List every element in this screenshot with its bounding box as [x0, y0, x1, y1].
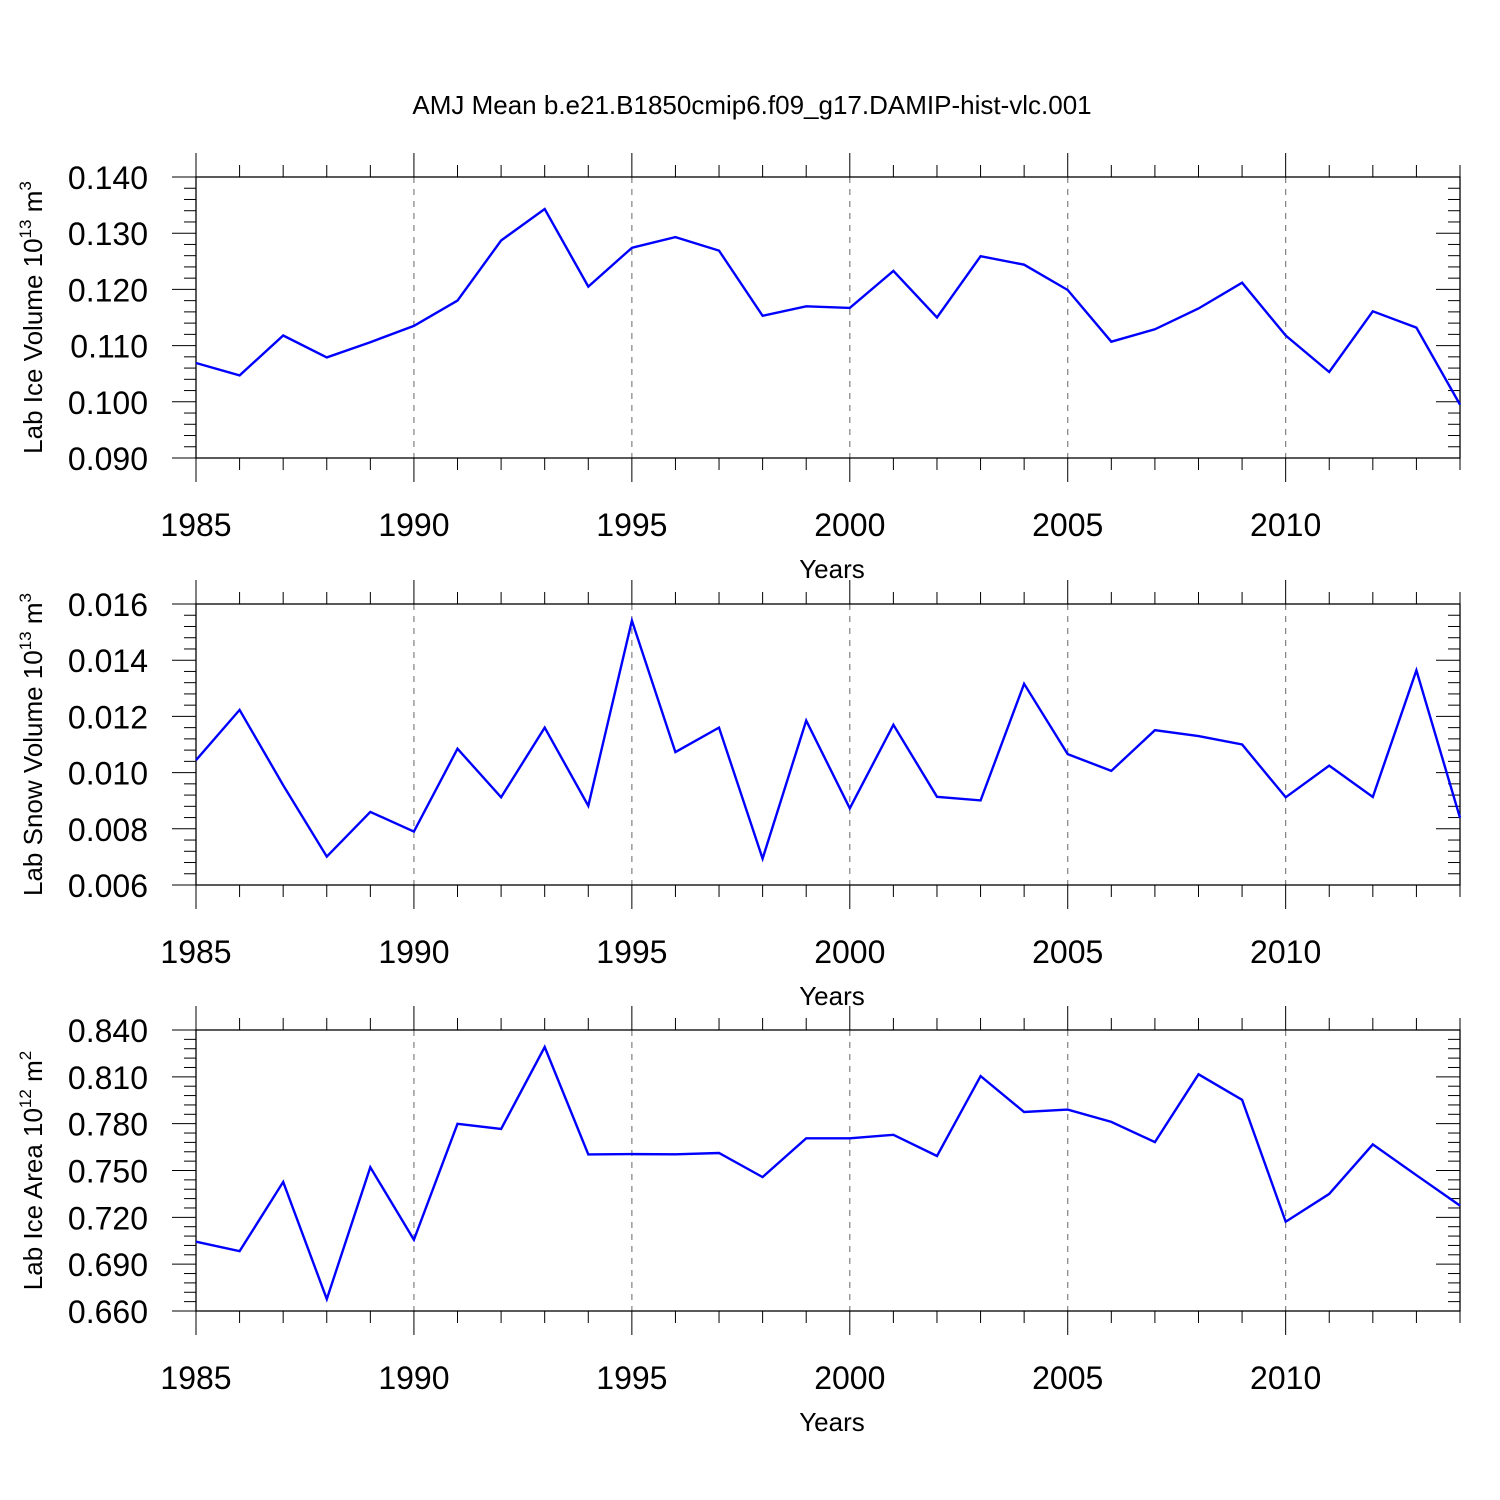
y-tick-label: 0.100 — [68, 385, 148, 421]
x-tick-label: 1985 — [160, 934, 231, 970]
plot-frame — [195, 603, 1461, 886]
y-tick-label: 0.014 — [68, 643, 148, 679]
figure-title: AMJ Mean b.e21.B1850cmip6.f09_g17.DAMIP-… — [412, 90, 1091, 120]
series-line — [195, 207, 1462, 406]
x-tick-label: 1985 — [160, 507, 231, 543]
y-axis-label-unit: m — [18, 1060, 48, 1089]
y-tick-label: 0.720 — [68, 1200, 148, 1236]
y-tick-label: 0.012 — [68, 699, 148, 735]
y-tick-label: 0.130 — [68, 216, 148, 252]
series-line — [195, 616, 1462, 863]
y-tick-label: 0.660 — [68, 1294, 148, 1330]
panel-snow-volume: 0.006 0.008 0.010 0.012 0.014 0.016 1985 1990 19… — [16, 580, 1462, 1011]
x-tick-label: 1990 — [378, 1360, 449, 1396]
y-axis-label: Lab Snow Volume 1013 m3 — [16, 593, 48, 896]
y-axis-label-main: Lab Snow Volume 10 — [18, 650, 48, 896]
x-tick-label: 2005 — [1032, 1360, 1103, 1396]
x-axis-label: Years — [799, 554, 865, 584]
x-tick-label: 1990 — [378, 934, 449, 970]
y-axis-label-main: Lab Ice Area 10 — [18, 1108, 48, 1290]
x-axis-label: Years — [799, 981, 865, 1011]
x-tick-label: 1995 — [596, 507, 667, 543]
x-tick-label: 2005 — [1032, 507, 1103, 543]
x-tick-label: 2010 — [1250, 934, 1321, 970]
x-tick-label: 2000 — [814, 507, 885, 543]
y-tick-label: 0.780 — [68, 1107, 148, 1143]
x-tick-label: 2010 — [1250, 1360, 1321, 1396]
plot-frame — [195, 176, 1461, 459]
y-axis-label-unit-exponent: 3 — [16, 593, 35, 602]
x-tick-label: 1995 — [596, 934, 667, 970]
x-tick-label: 1985 — [160, 1360, 231, 1396]
y-axis-label: Lab Ice Volume 1013 m3 — [16, 181, 48, 454]
y-axis-label: Lab Ice Area 1012 m2 — [16, 1051, 48, 1290]
y-tick-label: 0.016 — [68, 587, 148, 623]
plot-frame — [195, 1029, 1461, 1312]
y-tick-label: 0.810 — [68, 1060, 148, 1096]
y-tick-label: 0.008 — [68, 812, 148, 848]
x-tick-label: 1990 — [378, 507, 449, 543]
y-axis-label-exponent: 12 — [16, 1089, 35, 1108]
y-tick-label: 0.690 — [68, 1247, 148, 1283]
y-tick-label: 0.010 — [68, 756, 148, 792]
y-axis-label-unit-exponent: 2 — [16, 1051, 35, 1060]
panel-ice-area: 0.660 0.690 0.720 0.750 0.780 0.810 0.840 1985 1… — [16, 1006, 1461, 1437]
y-tick-label: 0.090 — [68, 441, 148, 477]
x-axis-label: Years — [799, 1407, 865, 1437]
y-axis-label-unit-exponent: 3 — [16, 181, 35, 190]
x-tick-label: 2000 — [814, 1360, 885, 1396]
y-axis-label-unit: m — [18, 191, 48, 220]
panel-ice-volume: 0.090 0.100 0.110 0.120 0.130 0.140 1985 1990 19… — [16, 153, 1462, 584]
y-tick-label: 0.110 — [70, 329, 148, 365]
y-axis-label-exponent: 13 — [16, 631, 35, 650]
y-tick-label: 0.840 — [68, 1013, 148, 1049]
x-tick-label: 2010 — [1250, 507, 1321, 543]
y-axis-label-main: Lab Ice Volume 10 — [18, 238, 48, 453]
y-axis-label-unit: m — [18, 602, 48, 631]
y-tick-label: 0.120 — [68, 272, 148, 308]
x-tick-label: 2005 — [1032, 934, 1103, 970]
x-tick-label: 2000 — [814, 934, 885, 970]
x-tick-label: 1995 — [596, 1360, 667, 1396]
y-tick-label: 0.750 — [68, 1154, 148, 1190]
y-axis-label-exponent: 13 — [16, 220, 35, 239]
series-line — [195, 1044, 1461, 1303]
y-tick-label: 0.140 — [68, 160, 148, 196]
y-tick-label: 0.006 — [68, 868, 148, 904]
